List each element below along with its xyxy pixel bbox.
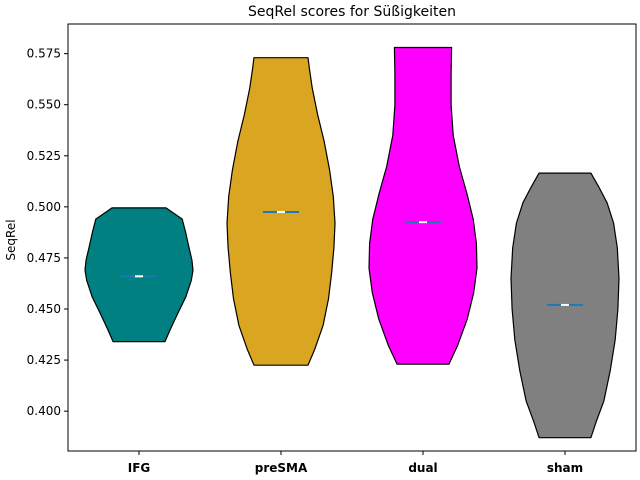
violin-group bbox=[84, 46, 620, 439]
plot-frame bbox=[67, 23, 637, 452]
chart-title: SeqRel scores for Süßigkeiten bbox=[248, 4, 456, 20]
x-tick-label: dual bbox=[408, 461, 437, 475]
y-tick-label: 0.550 bbox=[27, 98, 61, 112]
x-tick-label: preSMA bbox=[255, 461, 308, 475]
y-tick-label: 0.475 bbox=[27, 251, 61, 265]
y-tick-label: 0.400 bbox=[27, 404, 61, 418]
y-tick-label: 0.525 bbox=[27, 149, 61, 163]
x-tick-label: IFG bbox=[128, 461, 151, 475]
x-axis: IFG preSMA dual sham bbox=[128, 451, 583, 475]
y-tick-label: 0.500 bbox=[27, 200, 61, 214]
y-tick-label: 0.425 bbox=[27, 353, 61, 367]
violin-body bbox=[368, 46, 478, 365]
violin-body bbox=[84, 207, 194, 343]
y-axis: 0.400 0.425 0.450 0.475 0.500 0.525 0.550 0.575 bbox=[27, 47, 68, 418]
x-tick-label: sham bbox=[547, 461, 583, 475]
y-tick-label: 0.575 bbox=[27, 47, 61, 61]
y-axis-label: SeqRel bbox=[4, 219, 18, 260]
y-tick-label: 0.450 bbox=[27, 302, 61, 316]
